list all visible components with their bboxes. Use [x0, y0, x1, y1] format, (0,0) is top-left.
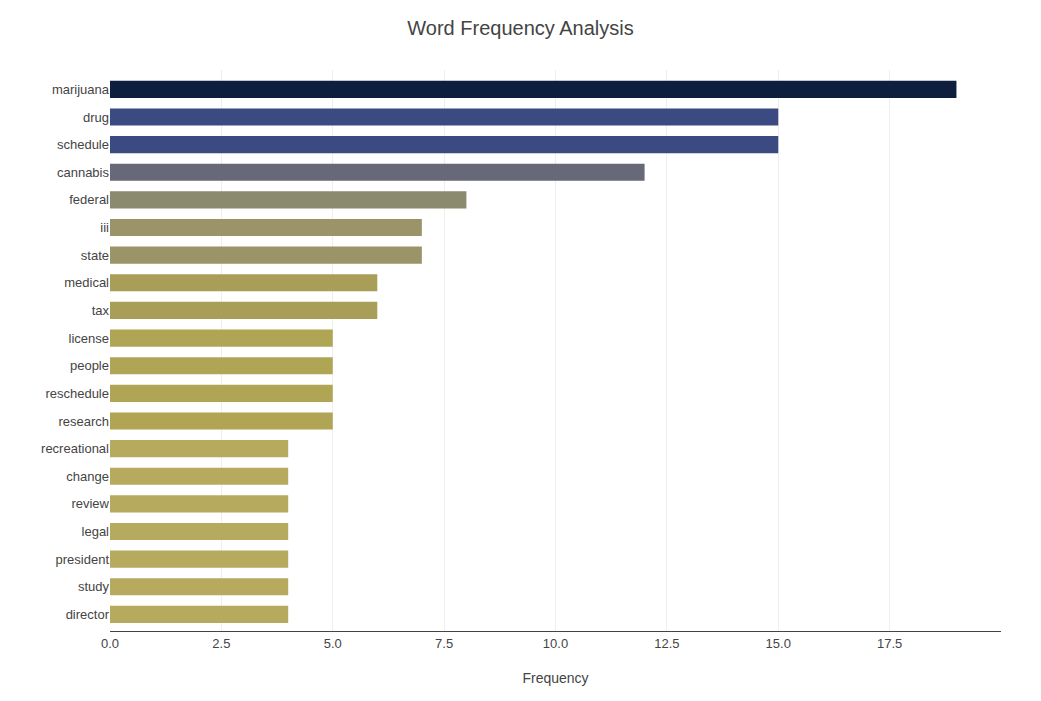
svg-text:recreational: recreational — [41, 441, 109, 456]
svg-text:marijuana: marijuana — [52, 82, 110, 97]
svg-text:5.0: 5.0 — [324, 636, 342, 651]
svg-text:cannabis: cannabis — [57, 165, 110, 180]
svg-text:tax: tax — [92, 303, 110, 318]
svg-text:schedule: schedule — [57, 137, 109, 152]
svg-text:12.5: 12.5 — [654, 636, 679, 651]
svg-text:17.5: 17.5 — [877, 636, 902, 651]
svg-text:0.0: 0.0 — [101, 636, 119, 651]
svg-text:2.5: 2.5 — [212, 636, 230, 651]
svg-text:legal: legal — [82, 524, 110, 539]
svg-text:study: study — [78, 579, 110, 594]
svg-text:reschedule: reschedule — [45, 386, 109, 401]
svg-text:research: research — [58, 414, 109, 429]
svg-text:medical: medical — [64, 275, 109, 290]
svg-text:drug: drug — [83, 110, 109, 125]
svg-text:director: director — [66, 607, 110, 622]
svg-text:president: president — [56, 552, 110, 567]
svg-text:iii: iii — [100, 220, 109, 235]
svg-text:people: people — [70, 358, 109, 373]
svg-text:review: review — [71, 496, 109, 511]
svg-text:license: license — [69, 331, 109, 346]
svg-text:Frequency: Frequency — [522, 670, 588, 686]
svg-text:10.0: 10.0 — [543, 636, 568, 651]
svg-text:15.0: 15.0 — [766, 636, 791, 651]
svg-text:federal: federal — [69, 192, 109, 207]
svg-text:change: change — [66, 469, 109, 484]
svg-text:Word Frequency Analysis: Word Frequency Analysis — [407, 17, 633, 39]
svg-text:7.5: 7.5 — [435, 636, 453, 651]
svg-text:state: state — [81, 248, 109, 263]
